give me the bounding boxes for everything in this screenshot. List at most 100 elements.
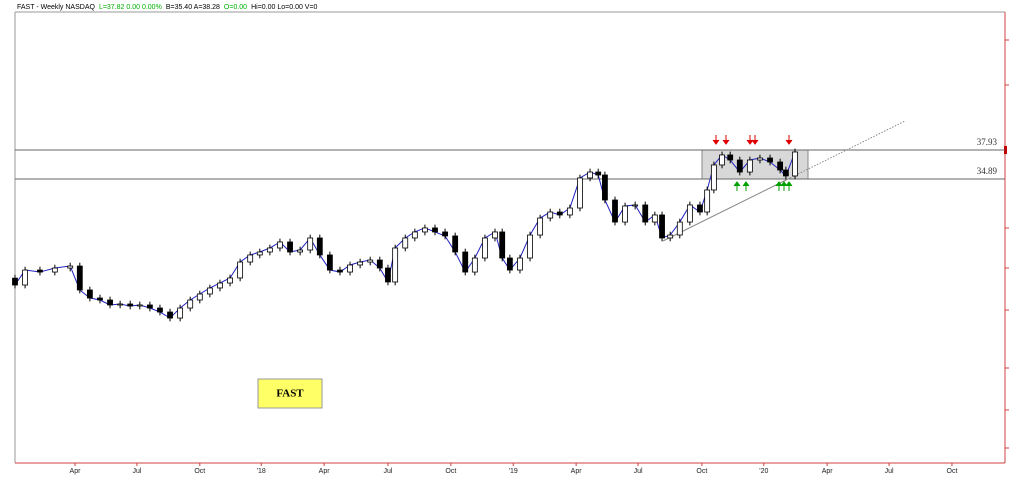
candle-body xyxy=(307,237,314,251)
candle-body xyxy=(76,265,83,291)
candle-body xyxy=(676,221,683,236)
candle-body xyxy=(736,159,743,173)
candles xyxy=(12,148,798,322)
candle-body xyxy=(347,264,353,273)
x-tick-label: Jul xyxy=(885,468,894,475)
candle-body xyxy=(499,231,506,259)
candle-body xyxy=(411,231,418,239)
candle-body xyxy=(595,171,602,176)
candle-body xyxy=(704,189,711,213)
header-part: Hi=0.00 Lo=0.00 V=0 xyxy=(251,4,317,11)
candle-body xyxy=(632,204,639,207)
candle-body xyxy=(187,299,194,309)
candle-body xyxy=(442,231,448,237)
sell-arrows xyxy=(712,135,793,145)
candle-body xyxy=(659,214,665,239)
candle-body xyxy=(537,217,544,236)
candle-body xyxy=(547,211,554,219)
candle-body xyxy=(556,211,563,216)
candle-body xyxy=(719,154,725,166)
candle-body xyxy=(767,157,773,163)
candle-body xyxy=(566,207,573,216)
candle-body xyxy=(316,237,323,256)
candle-body xyxy=(471,257,478,273)
candle-body xyxy=(782,169,789,177)
candle-body xyxy=(757,157,763,161)
candle-body xyxy=(206,287,213,295)
candle-body xyxy=(792,151,798,177)
candle-body xyxy=(51,267,58,273)
candle-body xyxy=(587,171,593,179)
x-tick-label: Apr xyxy=(822,468,834,475)
candle-body xyxy=(67,265,74,269)
candle-body xyxy=(432,227,438,233)
x-tick-label: Jul xyxy=(634,468,643,475)
candle-body xyxy=(492,231,498,239)
candle-body xyxy=(612,199,618,223)
candle-body xyxy=(697,204,703,213)
candle-body xyxy=(287,241,293,253)
candle-body xyxy=(266,247,273,253)
candle-body xyxy=(452,235,459,253)
x-tick-label: Jul xyxy=(132,468,141,475)
candle-body xyxy=(127,303,134,307)
last-price-marker xyxy=(1004,146,1007,154)
candle-body xyxy=(157,307,163,313)
trendline xyxy=(662,120,906,242)
symbol-box xyxy=(257,378,323,409)
candle-body xyxy=(686,204,693,223)
candle-body xyxy=(376,259,383,269)
candle-body xyxy=(746,159,753,173)
x-tick-label: '20 xyxy=(759,468,768,475)
candle-body xyxy=(247,254,254,263)
candle-body xyxy=(402,237,409,249)
x-tick-label: Apr xyxy=(70,468,82,475)
candle-body xyxy=(651,214,658,223)
header-part: FAST - Weekly NASDAQ xyxy=(17,4,95,11)
candle-body xyxy=(667,234,674,239)
candle-body xyxy=(12,277,18,286)
header-part: L=37.82 0.00 0.00% xyxy=(99,4,162,11)
level-label: 34.89 xyxy=(977,166,998,176)
candle-body xyxy=(642,204,649,223)
candle-body xyxy=(506,257,513,271)
candle-body xyxy=(97,297,103,301)
candle-body xyxy=(37,269,43,273)
x-tick-label: Jul xyxy=(383,468,392,475)
candle-body xyxy=(622,205,628,223)
buy-arrows xyxy=(733,181,793,191)
candle-body xyxy=(217,282,223,289)
candle-body xyxy=(117,303,124,306)
header-part: O=0.00 xyxy=(224,4,247,11)
candle-body xyxy=(337,269,343,273)
candle-body xyxy=(227,277,233,284)
candle-body xyxy=(167,311,173,319)
header: FAST - Weekly NASDAQ L=37.82 0.00 0.00% B=… xyxy=(17,4,318,11)
candle-body xyxy=(177,307,184,319)
candle-body xyxy=(196,293,203,301)
candle-body xyxy=(727,154,734,161)
candle-body xyxy=(237,261,244,279)
candle-body xyxy=(107,299,113,306)
x-tick-label: Oct xyxy=(696,468,707,475)
right-axis-ticks xyxy=(1005,39,1009,449)
candle-body xyxy=(86,289,93,299)
candle-body xyxy=(422,227,428,233)
x-tick-label: Oct xyxy=(947,468,958,475)
candle-body xyxy=(326,254,333,271)
candle-body xyxy=(527,234,533,259)
x-tick-label: '18 xyxy=(257,468,266,475)
header-part: B=35.40 A=38.28 xyxy=(166,4,220,11)
candle-body xyxy=(482,237,488,259)
candle-body xyxy=(367,259,374,263)
candle-body xyxy=(277,241,283,249)
x-tick-label: Oct xyxy=(445,468,456,475)
candle-body xyxy=(392,247,399,283)
candle-body xyxy=(146,304,153,309)
candle-body xyxy=(577,177,583,209)
candle-body xyxy=(136,304,143,307)
candle-body xyxy=(517,257,523,271)
